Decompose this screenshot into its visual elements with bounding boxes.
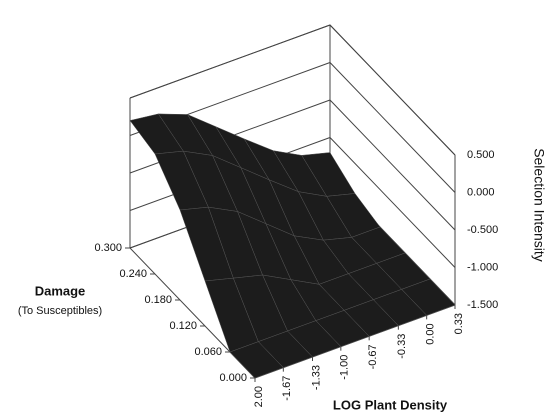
z-grid-line: [129, 24, 456, 156]
x-tick-label: -0.33: [396, 334, 408, 359]
surface-cell: [229, 341, 284, 379]
x-tick-label: 0.33: [453, 313, 465, 334]
x-axis-title: LOG Plant Density: [333, 397, 448, 412]
y-tick-label: 0.180: [144, 294, 172, 306]
z-tick-label: 0.500: [467, 149, 495, 161]
x-tick-label: -1.67: [281, 376, 293, 401]
x-tick-label: -1.00: [339, 355, 351, 380]
y-axis-subtitle: (To Susceptibles): [18, 305, 102, 317]
z-tick-label: -1.500: [467, 299, 498, 311]
z-tick-label: 0.000: [467, 186, 495, 198]
y-tick-label: 0.060: [194, 346, 222, 358]
y-tick-label: 0.120: [169, 320, 197, 332]
y-axis-title: Damage: [35, 283, 86, 298]
z-tick-label: -1.000: [467, 261, 498, 273]
z-tick-label: -0.500: [467, 224, 498, 236]
x-tick-label: -0.67: [367, 344, 379, 369]
x-tick-label: 2.00: [253, 386, 265, 407]
y-tick-label: 0.300: [94, 242, 122, 254]
y-tick-label: 0.000: [219, 372, 247, 384]
x-tick-label: 0.00: [425, 323, 437, 344]
z-grid-line: [129, 61, 456, 193]
x-tick-label: -1.33: [310, 365, 322, 390]
y-tick-label: 0.240: [119, 268, 147, 280]
z-axis-title: Selection Intensity: [531, 148, 547, 262]
